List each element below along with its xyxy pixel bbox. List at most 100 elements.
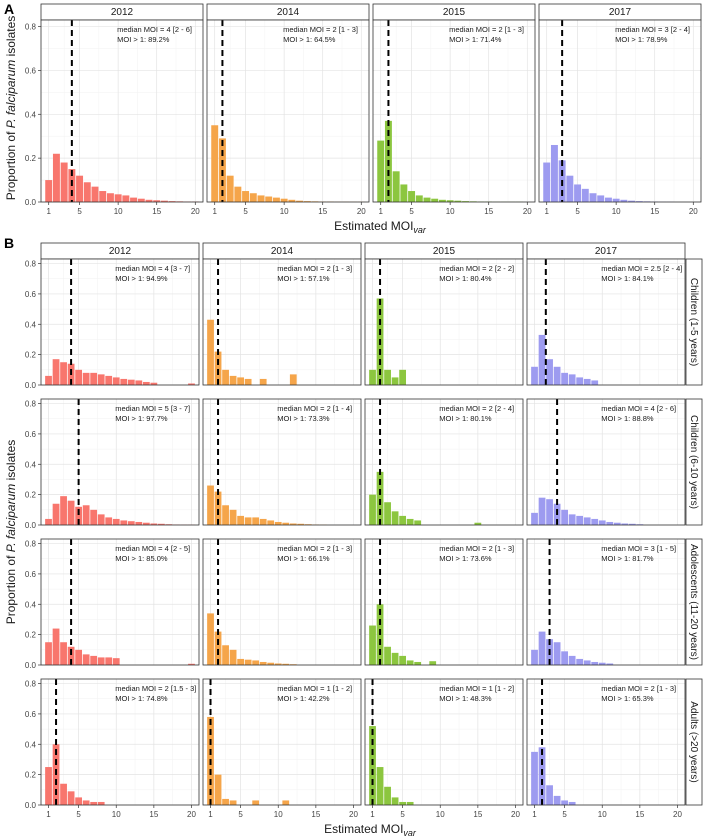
x-axis-title-a: Estimated MOIvar xyxy=(334,219,427,235)
histogram-bar xyxy=(237,377,245,385)
median-annotation: median MOI = 2.5 [2 - 4] xyxy=(601,264,682,273)
panel-background xyxy=(207,20,369,202)
x-tick-label: 15 xyxy=(635,810,644,819)
histogram-bar xyxy=(257,195,265,202)
histogram-bar xyxy=(606,663,614,665)
y-tick-label: 0.2 xyxy=(25,154,37,163)
facet-strip-label: 2017 xyxy=(609,7,632,18)
median-annotation: median MOI = 4 [2 - 5] xyxy=(115,544,190,553)
histogram-bar xyxy=(229,649,237,665)
histogram-bar xyxy=(226,175,234,202)
facet-strip-label: 2014 xyxy=(277,7,300,18)
histogram-bar xyxy=(574,184,582,202)
panel-border xyxy=(526,398,686,526)
histogram-bar xyxy=(289,374,297,385)
panel-b-row1-2017: 2017 median MOI = 2.5 [2 - 4]MOI > 1: 84.… xyxy=(526,242,686,386)
histogram-bar xyxy=(120,378,128,385)
histogram-bar xyxy=(214,351,222,385)
median-annotation: median MOI = 1 [1 - 2] xyxy=(277,684,352,693)
moi-annotation: MOI > 1: 64.5% xyxy=(283,35,336,44)
histogram-bar xyxy=(399,369,407,385)
histogram-bar xyxy=(543,162,551,202)
histogram-bar xyxy=(45,375,52,385)
histogram-bar xyxy=(106,193,114,202)
histogram-bar xyxy=(546,499,553,525)
row-strip-label: Children (1-5 years) xyxy=(688,278,699,366)
y-axis-title-a: Proportion of P. falciparum isolates xyxy=(4,16,18,201)
histogram-bar xyxy=(252,660,260,665)
histogram-bar xyxy=(52,359,60,385)
x-tick-label: 5 xyxy=(77,207,82,216)
panel-b-row2-2015: median MOI = 2 [2 - 4]MOI > 1: 80.1% xyxy=(364,398,524,526)
histogram-bar xyxy=(399,515,407,525)
histogram-bar xyxy=(75,506,83,525)
panel-b-row1-2015: 2015 median MOI = 2 [2 - 2]MOI > 1: 80.4% xyxy=(364,242,524,386)
histogram-bar xyxy=(568,374,576,385)
panel-b-row3-2015: median MOI = 2 [1 - 3]MOI > 1: 73.6% xyxy=(364,538,524,666)
moi-annotation: MOI > 1: 42.2% xyxy=(277,694,330,703)
x-tick-label: 1 xyxy=(46,810,51,819)
x-tick-label: 1 xyxy=(46,207,51,216)
histogram-bar xyxy=(244,517,252,525)
histogram-bar xyxy=(207,485,214,525)
histogram-bar xyxy=(566,175,574,202)
histogram-bar xyxy=(546,785,553,805)
histogram-bar xyxy=(604,197,612,202)
histogram-bar xyxy=(272,197,280,202)
histogram-bar xyxy=(135,380,143,385)
x-tick-label: 15 xyxy=(149,810,158,819)
histogram-bar xyxy=(83,182,91,202)
histogram-bar xyxy=(538,747,546,805)
histogram-bar xyxy=(598,662,606,665)
x-tick-label: 20 xyxy=(187,810,196,819)
row-strip-box xyxy=(685,258,703,386)
median-annotation: median MOI = 2 [1 - 4] xyxy=(277,404,352,413)
histogram-bar xyxy=(234,186,242,202)
y-tick-label: 0.8 xyxy=(25,680,37,689)
panel-b-row2-2014: median MOI = 2 [1 - 4]MOI > 1: 73.3% xyxy=(202,398,362,526)
histogram-bar xyxy=(576,377,584,385)
histogram-bar xyxy=(280,198,288,202)
histogram-bar xyxy=(105,375,113,385)
histogram-bar xyxy=(60,496,67,525)
histogram-bar xyxy=(90,801,98,805)
histogram-bar xyxy=(222,645,229,665)
panel-b-row4-2014: median MOI = 1 [1 - 2]MOI > 1: 42.2%1 5 10… xyxy=(202,678,362,819)
histogram-bar xyxy=(288,199,296,202)
histogram-bar xyxy=(591,661,599,665)
moi-annotation: MOI > 1: 71.4% xyxy=(449,35,502,44)
histogram-bar xyxy=(553,642,561,665)
x-tick-label: 1 xyxy=(378,207,383,216)
panel-border xyxy=(364,398,524,526)
x-tick-label: 10 xyxy=(114,207,123,216)
histogram-bar xyxy=(76,175,84,202)
histogram-bar xyxy=(150,523,158,525)
panel-border xyxy=(40,538,200,666)
panel-border xyxy=(202,398,362,526)
panel-border xyxy=(364,538,524,666)
panel-border xyxy=(40,258,200,386)
median-annotation: median MOI = 2 [2 - 4] xyxy=(439,404,514,413)
histogram-bar xyxy=(538,497,546,525)
panel-b-row2-2012: median MOI = 5 [3 - 7]MOI > 1: 97.7% 0.0 0… xyxy=(25,398,200,530)
median-annotation: median MOI = 2 [1 - 3] xyxy=(277,544,352,553)
histogram-bar xyxy=(52,628,60,665)
histogram-bar xyxy=(297,523,305,525)
panel-b-row4-2017: median MOI = 2 [1 - 3]MOI > 1: 65.3%1 5 10… xyxy=(526,678,686,819)
median-annotation: median MOI = 2 [1 - 3] xyxy=(283,25,358,34)
x-tick-label: 10 xyxy=(274,810,283,819)
histogram-bar xyxy=(267,662,275,665)
panel-b-row3-2012: median MOI = 4 [2 - 5]MOI > 1: 85.0% 0.0 0… xyxy=(25,538,200,670)
histogram-bar xyxy=(377,140,385,202)
histogram-bar xyxy=(265,196,273,202)
histogram-bar xyxy=(274,663,282,665)
histogram-bar xyxy=(628,523,636,525)
median-annotation: median MOI = 4 [3 - 7] xyxy=(115,264,190,273)
histogram-bar xyxy=(538,334,546,385)
x-tick-label: 20 xyxy=(349,810,358,819)
panel-a-2017: 2017 median MOI = 3 [2 - 4]MOI > 1: 78.9%… xyxy=(538,3,702,216)
histogram-bar xyxy=(60,642,67,665)
histogram-bar xyxy=(369,494,376,525)
histogram-bar xyxy=(303,201,311,202)
